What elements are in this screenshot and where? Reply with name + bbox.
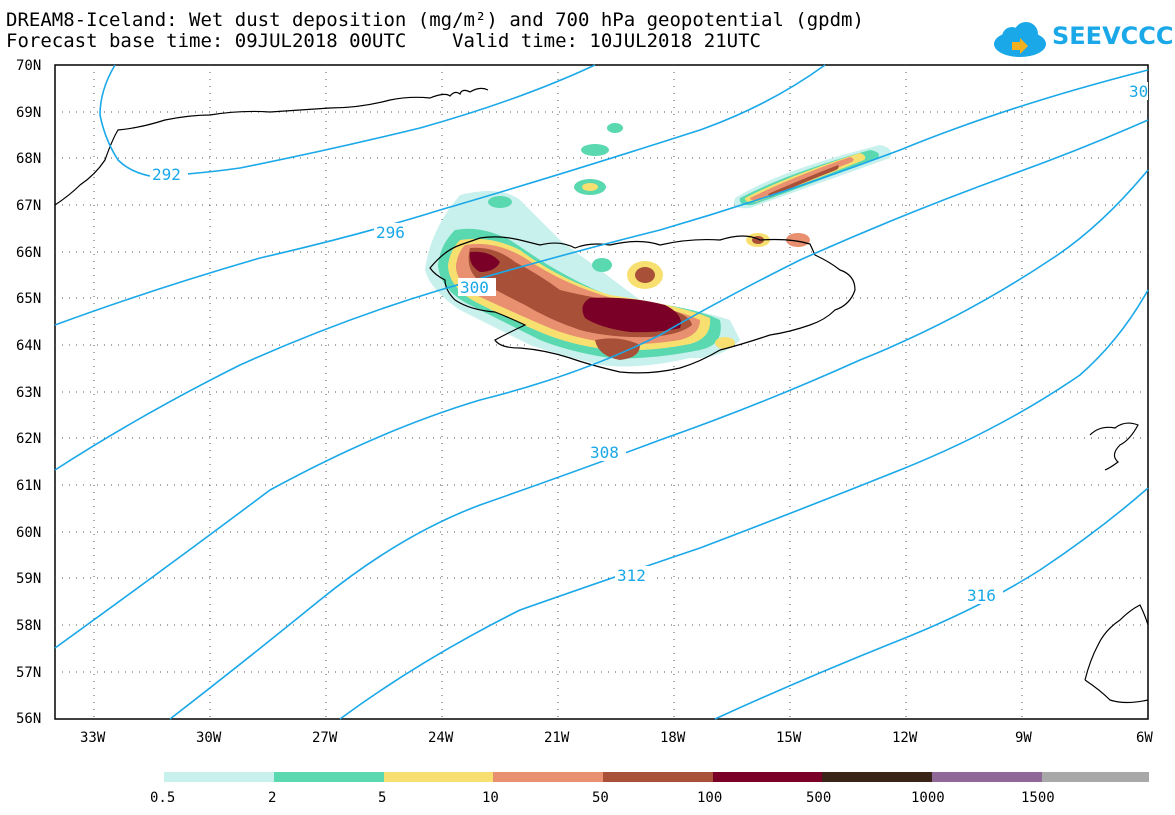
colorbar-label: 1500 — [1021, 790, 1055, 806]
colorbar-swatch — [384, 772, 493, 782]
map-title: DREAM8-Iceland: Wet dust deposition (mg/… — [6, 9, 864, 31]
colorbar-swatch — [493, 772, 603, 782]
lat-label: 58N — [16, 618, 41, 634]
lat-label: 62N — [16, 431, 41, 447]
lon-label: 6W — [1136, 730, 1153, 746]
lon-label: 30W — [196, 730, 222, 746]
contour-labels: 292 296 300 308 312 316 30 — [150, 82, 1148, 605]
geopotential-contours — [54, 64, 1149, 720]
logo-text: SEEVCCC — [1052, 22, 1174, 50]
colorbar-swatch — [274, 772, 384, 782]
dust-deposition-field — [425, 123, 892, 367]
cloud-icon — [994, 22, 1046, 57]
lat-label: 60N — [16, 525, 41, 541]
colorbar-label: 0.5 — [150, 790, 175, 806]
lat-label: 61N — [16, 478, 41, 494]
lat-label: 68N — [16, 151, 41, 167]
colorbar-label: 5 — [378, 790, 386, 806]
lat-label: 65N — [16, 291, 41, 307]
lat-label: 66N — [16, 245, 41, 261]
colorbar-swatch — [603, 772, 713, 782]
colorbar-swatch — [164, 772, 274, 782]
seevccc-logo — [990, 20, 1150, 60]
colorbar-swatch — [932, 772, 1042, 782]
colorbar-label: 100 — [697, 790, 722, 806]
lon-label: 21W — [544, 730, 570, 746]
contour-label-edge: 30 — [1129, 82, 1148, 101]
forecast-time-line: Forecast base time: 09JUL2018 00UTC Vali… — [6, 30, 761, 52]
lon-label: 27W — [312, 730, 338, 746]
lat-label: 64N — [16, 338, 41, 354]
lat-label: 69N — [16, 105, 41, 121]
contour-label-292: 292 — [152, 165, 181, 184]
contour-label-312: 312 — [617, 566, 646, 585]
latitude-labels: 70N 69N 68N 67N 66N 65N 64N 63N 62N 61N … — [16, 58, 41, 727]
lon-label: 9W — [1015, 730, 1032, 746]
colorbar-label: 10 — [482, 790, 499, 806]
lat-label: 67N — [16, 198, 41, 214]
lat-label: 59N — [16, 571, 41, 587]
contour-label-308: 308 — [590, 443, 619, 462]
lat-label: 56N — [16, 711, 41, 727]
lon-label: 18W — [660, 730, 686, 746]
colorbar-label: 50 — [592, 790, 609, 806]
colorbar-label: 1000 — [911, 790, 945, 806]
colorbar-label: 500 — [806, 790, 831, 806]
contour-label-300: 300 — [460, 278, 489, 297]
colorbar-swatch — [822, 772, 932, 782]
lon-label: 33W — [80, 730, 106, 746]
colorbar-swatch — [1042, 772, 1149, 782]
colorbar: 0.5 2 5 10 50 100 500 1000 1500 — [150, 772, 1149, 806]
lat-label: 57N — [16, 665, 41, 681]
colorbar-label: 2 — [268, 790, 276, 806]
contour-label-296: 296 — [376, 223, 405, 242]
coastlines — [54, 87, 1149, 704]
lat-label: 70N — [16, 58, 41, 74]
lon-label: 24W — [428, 730, 454, 746]
lon-label: 12W — [892, 730, 918, 746]
contour-label-316: 316 — [967, 586, 996, 605]
lat-label: 63N — [16, 385, 41, 401]
longitude-labels: 33W 30W 27W 24W 21W 18W 15W 12W 9W 6W — [80, 730, 1153, 746]
lon-label: 15W — [776, 730, 802, 746]
colorbar-swatch — [713, 772, 822, 782]
